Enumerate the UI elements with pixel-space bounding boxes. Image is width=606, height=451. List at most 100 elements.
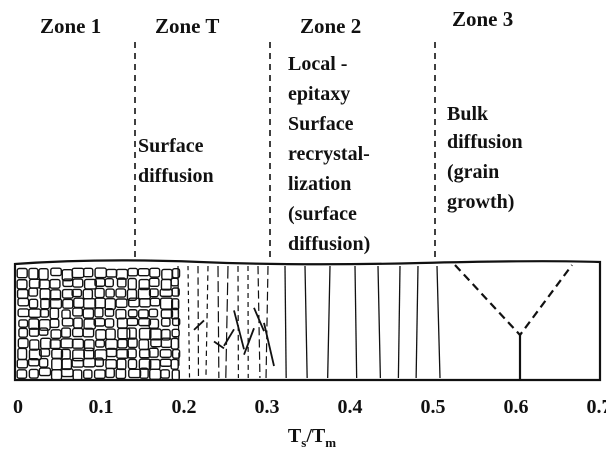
fiber-tick [213,340,225,350]
grain-cell [115,308,127,320]
zone-description: Surface [288,113,354,135]
column-line [284,265,287,379]
column-line [354,265,358,379]
grain-cell [49,339,62,350]
grain-cell [61,309,71,320]
grain-cell [28,298,39,309]
grain-cell [138,358,152,370]
zone-label: Zone 1 [40,14,101,38]
grain-cell [170,358,179,370]
grain-cell [93,369,106,380]
grain-cell [160,328,171,341]
grain-cell [17,337,29,349]
zone-description: diffusion [447,131,523,153]
grain-cell [127,358,138,370]
axis-label: Ts/Tm [288,425,336,450]
grain-cell [148,318,160,329]
grain-cell [82,357,96,368]
fiber-tick [233,310,245,350]
grain-cell [116,358,127,371]
grain-cell [82,297,97,309]
grain-cell [137,317,152,327]
grain-cell [126,348,137,359]
grain-cell [128,368,142,379]
grain-cell [82,327,95,338]
grain-cell [138,297,151,308]
zone-label: Zone 2 [300,14,361,38]
fiber-line [257,265,261,379]
grain-cell [159,297,174,310]
grain-cell [105,338,118,350]
zone-description: epitaxy [288,83,350,105]
grain-cell [28,308,42,318]
tick-label: 0.4 [338,396,363,418]
grain-cell [104,318,115,328]
grain-cell [28,267,39,280]
zone-boundaries [134,42,436,262]
grain-cell [105,328,116,341]
column-line [304,265,308,379]
grain-v [454,264,573,337]
tick-label: 0.6 [504,396,529,418]
grain-cell [117,338,128,349]
grain-cell [94,307,104,318]
grain-cell [38,348,51,357]
grain-cell [49,289,62,301]
grain-cell [116,277,127,288]
grain-cell [116,348,129,359]
grain-cell [159,358,172,367]
grain-cell [83,339,95,352]
grain-cell [16,369,28,379]
grain-cell [94,287,105,299]
grain-cell [60,327,72,338]
grain-cell [137,309,149,319]
grain-cell [38,279,51,290]
grain-cell [127,297,140,308]
grain-cell [149,267,161,278]
grain-cell [105,288,115,298]
grain-cell [29,339,40,351]
grain-cell [83,318,97,330]
grain-cell [126,317,139,327]
film-texture [16,265,441,381]
grain-cell [82,369,93,380]
grain-boundary [454,264,573,380]
grain-cell [28,318,40,330]
grain-cell [50,267,63,277]
grain-cell [94,297,107,309]
grain-cell [104,298,116,311]
grain-cell [161,268,173,281]
grain-cell [16,279,28,290]
grain-cell [148,288,159,298]
tick-label: 0.7 [587,396,606,418]
fiber-tick [193,319,205,331]
film-outline [13,259,602,382]
grain-cell [105,359,118,370]
column-line [397,265,401,379]
grain-cell [72,369,83,381]
grain-cell [72,307,84,317]
grain-cell [18,327,29,338]
zone-description: diffusion) [288,233,370,255]
fiber-line [217,265,220,379]
grain-cell [50,329,62,340]
column-line [377,265,382,379]
grain-cell [61,317,74,327]
grain-cell [170,337,180,350]
zone-description: Bulk [447,103,489,125]
grain-cell [38,268,49,281]
grain-cell [127,337,138,349]
grain-cell [127,267,139,277]
grain-cell [160,278,172,291]
grain-cell [61,288,74,299]
fiber-line [177,265,180,379]
tick-label: 0 [13,396,23,418]
grain-cell [38,357,49,368]
grain-cell [60,338,74,349]
grain-cell [116,317,128,329]
fiber-line [205,265,209,379]
grain-cell [17,297,30,307]
tick-label: 0.2 [172,396,197,418]
grain-cell [171,317,181,327]
grain-cell [138,338,150,351]
